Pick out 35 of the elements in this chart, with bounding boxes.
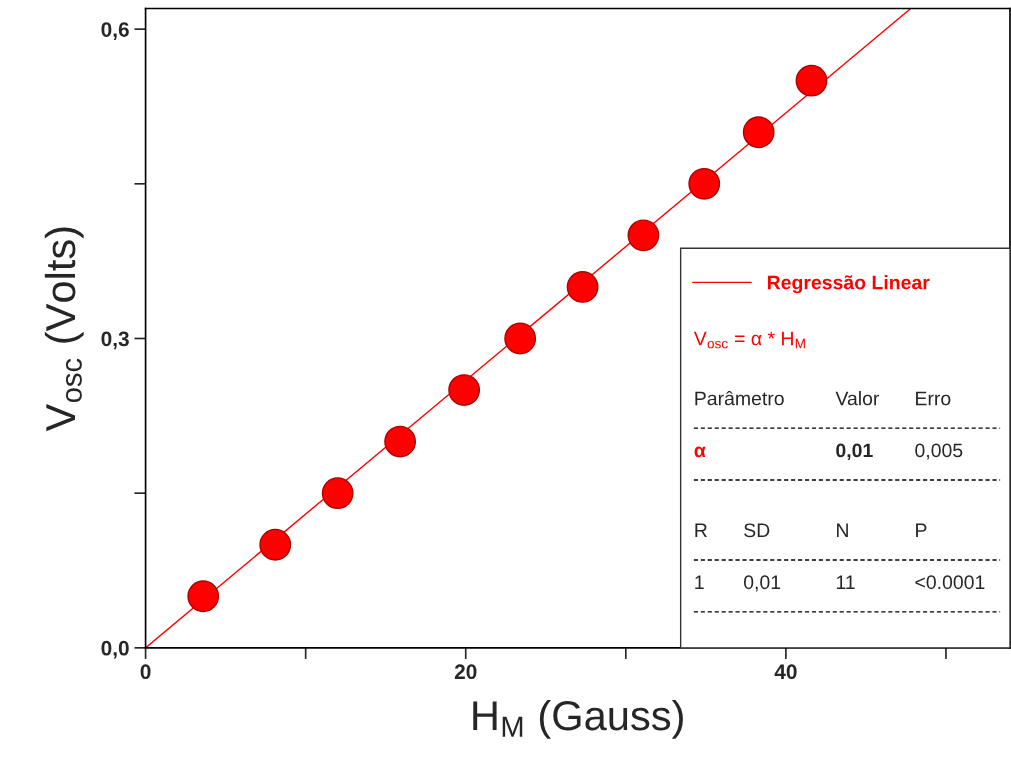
legend-label: Regressão Linear <box>767 275 930 294</box>
point <box>566 271 599 303</box>
annotation: 0,01 <box>743 575 781 592</box>
point <box>627 219 660 252</box>
point <box>688 167 721 200</box>
annotation: <0.0001 <box>915 575 985 590</box>
annotation: Erro <box>916 391 951 406</box>
y-axis-title: V$_{osc}$ (Volts) <box>44 227 84 432</box>
y-tick-label: 0,0 <box>101 640 129 659</box>
y-tick-label: 0,6 <box>101 22 129 40</box>
point <box>321 477 354 510</box>
point <box>795 64 828 97</box>
annotation: SD <box>744 523 770 538</box>
annotation: R <box>695 523 707 537</box>
annotation: 0,01 <box>836 443 873 461</box>
annotation: V$_{osc}$ = α * H$_{M}$ <box>693 331 805 349</box>
annotation: Valor <box>835 391 880 406</box>
annotation: 0,005 <box>915 443 963 460</box>
annotation: P <box>916 523 927 537</box>
x-tick-label: 0 <box>140 664 151 680</box>
point <box>504 322 537 355</box>
annotation: 11 <box>836 575 855 589</box>
point <box>742 116 775 149</box>
x-tick-label: 20 <box>454 664 477 680</box>
annotation: N <box>837 523 848 537</box>
point <box>384 425 417 458</box>
point <box>259 528 292 561</box>
annotation: 1 <box>695 575 704 589</box>
annotation: Parâmetro <box>695 390 784 406</box>
point <box>187 580 220 613</box>
x-tick-label: 40 <box>774 664 797 680</box>
point <box>448 374 481 406</box>
x-axis-title: H$_{M}$ (Gauss) <box>473 699 683 739</box>
y-tick-label: 0,3 <box>101 331 129 350</box>
annotation: α <box>694 446 706 458</box>
